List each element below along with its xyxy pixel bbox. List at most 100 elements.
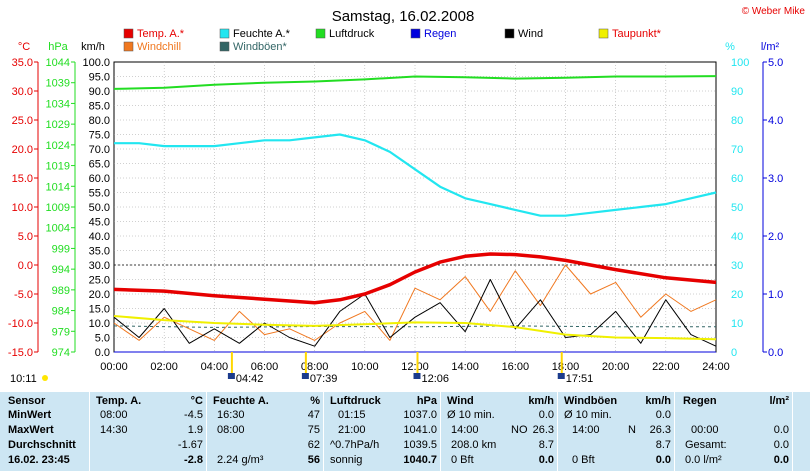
regen-max: 0.0 <box>773 424 789 436</box>
windboeen-avg: 8.7 <box>655 439 671 451</box>
wind-avg10-label: Ø 10 min. <box>447 409 495 421</box>
wind-tick-label: 35.0 <box>89 246 110 258</box>
hum-tick-label: 20 <box>731 289 743 301</box>
press-tick-label: 1004 <box>46 223 70 235</box>
sun-icon <box>413 373 421 379</box>
sensor-row-max: MaxWert <box>8 424 54 436</box>
regen-amount: 0.0 l/m² <box>685 454 722 466</box>
temp-unit-label: °C <box>18 41 30 53</box>
sensor-row-avg: Durchschnitt <box>8 439 76 451</box>
legend-swatch <box>123 41 134 52</box>
legend-label: Temp. A.* <box>137 28 185 40</box>
wind-unit: km/h <box>528 395 554 407</box>
sun-icon <box>557 373 565 379</box>
time-tick-label: 10:00 <box>351 361 379 373</box>
hum-tick-label: 80 <box>731 115 743 127</box>
regen-max-time: 00:00 <box>691 424 719 436</box>
luftdruck-unit: hPa <box>416 395 437 407</box>
windboeen-header: Windböen <box>564 395 618 407</box>
legend-label: Feuchte A.* <box>233 28 291 40</box>
windboeen-unit: km/h <box>645 395 671 407</box>
series-line-taupunkt <box>113 315 717 341</box>
press-tick-label: 1039 <box>46 78 70 90</box>
feuchte-unit: % <box>310 395 320 407</box>
feuchte-abs: 2.24 g/m³ <box>217 454 264 466</box>
press-tick-label: 979 <box>52 326 70 338</box>
temp-tick-label: 15.0 <box>12 173 33 185</box>
wind-unit-label: km/h <box>81 41 105 53</box>
rain-tick-label: 5.0 <box>768 57 783 69</box>
feuchte-min-time: 16:30 <box>217 409 245 421</box>
hum-tick-label: 100 <box>731 57 749 69</box>
temp-tick-label: 30.0 <box>12 86 33 98</box>
time-tick-label: 00:00 <box>100 361 128 373</box>
temp-min-time: 08:00 <box>100 409 128 421</box>
wind-current: 0.0 <box>538 454 554 466</box>
press-tick-label: 1024 <box>46 140 70 152</box>
sun-time-label: 04:42 <box>236 373 264 385</box>
feuchte-max: 75 <box>307 424 320 436</box>
wind-tick-label: 50.0 <box>89 202 110 214</box>
axis-units: °C hPa km/h% l/m² <box>18 41 780 53</box>
col-extra <box>792 392 810 471</box>
press-tick-label: 989 <box>52 285 70 297</box>
temp-header: Temp. A. <box>96 395 142 407</box>
chart-series <box>113 75 717 353</box>
copyright: © Weber Mike <box>742 6 806 17</box>
legend-label: Regen <box>424 28 456 40</box>
windboeen-bft: 0 Bft <box>572 454 595 466</box>
col-wind: Wind km/h Ø 10 min. 0.0 14:00 NO 26.3 20… <box>440 392 557 471</box>
time-tick-label: 24:00 <box>702 361 730 373</box>
temp-tick-label: 10.0 <box>12 202 33 214</box>
luftdruck-current: 1040.7 <box>403 454 437 466</box>
time-tick-label: 20:00 <box>602 361 630 373</box>
wind-distance: 208.0 km <box>451 439 497 451</box>
temp-tick-label: 0.0 <box>18 260 33 272</box>
wind-tick-label: 85.0 <box>89 101 110 113</box>
rain-tick-label: 4.0 <box>768 115 783 127</box>
wind-tick-label: 55.0 <box>89 188 110 200</box>
temp-max: 1.9 <box>187 424 203 436</box>
press-tick-label: 1019 <box>46 161 70 173</box>
luftdruck-max-time: 21:00 <box>338 424 366 436</box>
luftdruck-min-time: 01:15 <box>338 409 366 421</box>
wind-tick-label: 15.0 <box>89 304 110 316</box>
time-tick-label: 04:00 <box>201 361 229 373</box>
legend-label: Windchill <box>137 41 181 53</box>
legend-swatch <box>504 28 515 39</box>
luftdruck-min: 1037.0 <box>403 409 437 421</box>
hum-tick-label: 90 <box>731 86 743 98</box>
wind-avg: 8.7 <box>538 439 554 451</box>
temp-avg: -1.67 <box>177 439 203 451</box>
press-tick-label: 999 <box>52 243 70 255</box>
sensor-header: Sensor <box>8 395 46 407</box>
temp-tick-label: 5.0 <box>18 231 33 243</box>
wind-header: Wind <box>447 395 474 407</box>
press-tick-label: 1034 <box>46 98 70 110</box>
series-line-wind <box>113 279 717 347</box>
feuchte-avg: 62 <box>307 439 320 451</box>
legend-swatch <box>123 28 134 39</box>
temp-max-time: 14:30 <box>100 424 128 436</box>
sensor-row-min: MinWert <box>8 409 52 421</box>
series-line-tempa <box>113 252 717 305</box>
regen-unit: l/m² <box>769 395 789 407</box>
press-tick-label: 1014 <box>46 181 70 193</box>
wind-tick-label: 95.0 <box>89 72 110 84</box>
rain-tick-label: 3.0 <box>768 173 783 185</box>
feuchte-max-time: 08:00 <box>217 424 245 436</box>
temp-tick-label: -10.0 <box>8 318 33 330</box>
time-tick-label: 12:00 <box>401 361 429 373</box>
rain-unit-label: l/m² <box>761 41 780 53</box>
regen-total-label: Gesamt: <box>685 439 727 451</box>
windboeen-max: 26.3 <box>649 424 671 436</box>
press-tick-label: 974 <box>52 347 70 359</box>
wind-tick-label: 90.0 <box>89 86 110 98</box>
luftdruck-avg: 1039.5 <box>403 439 437 451</box>
wind-avg10: 0.0 <box>538 409 554 421</box>
press-tick-label: 1029 <box>46 119 70 131</box>
temp-current: -2.8 <box>184 454 203 466</box>
axis-ticks: 35.0 30.0 25.0 20.0 15.0 10.0 5.0 0.0 -5.0 -10.0 -… <box>8 57 783 373</box>
press-tick-label: 994 <box>52 264 70 276</box>
sun-icon <box>42 375 48 381</box>
